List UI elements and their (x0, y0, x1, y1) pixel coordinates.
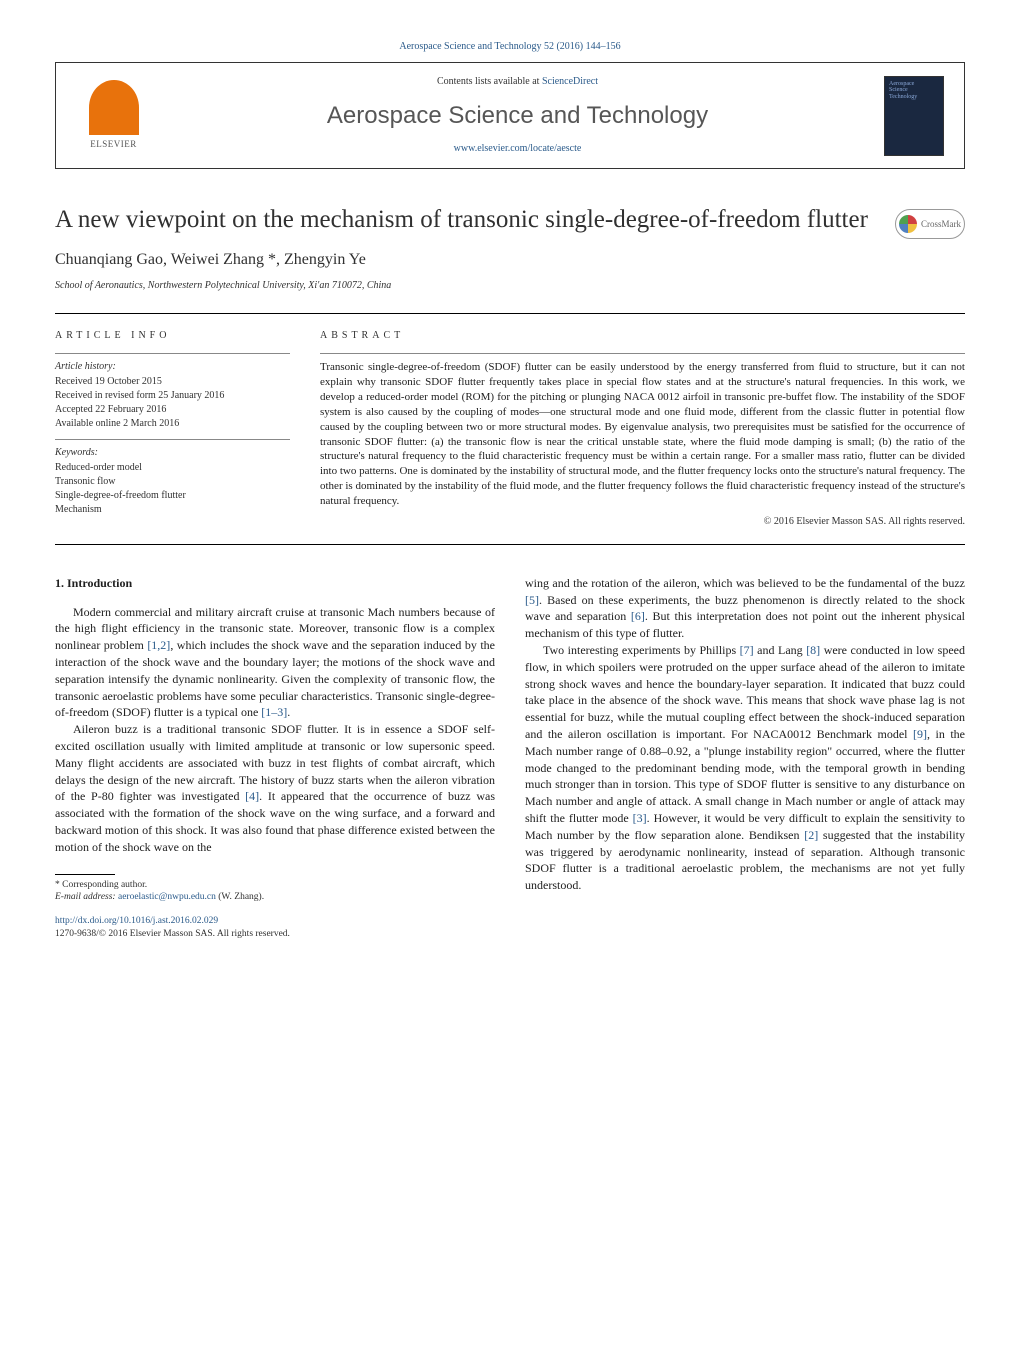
abstract-label: ABSTRACT (320, 329, 965, 343)
ref-2[interactable]: [2] (804, 828, 818, 842)
cover-line-3: Technology (889, 94, 939, 101)
issn-copyright: 1270-9638/© 2016 Elsevier Masson SAS. Al… (55, 929, 290, 939)
body-left-column: 1. Introduction Modern commercial and mi… (55, 575, 495, 940)
citation-link[interactable]: Aerospace Science and Technology 52 (201… (399, 41, 620, 52)
history-received: Received 19 October 2015 (55, 375, 290, 389)
elsevier-label: ELSEVIER (90, 138, 137, 151)
ref-3[interactable]: [3] (633, 811, 647, 825)
doi-block: http://dx.doi.org/10.1016/j.ast.2016.02.… (55, 915, 495, 940)
abstract-copyright: © 2016 Elsevier Masson SAS. All rights r… (320, 515, 965, 529)
ref-1-2[interactable]: [1,2] (147, 638, 170, 652)
ref-1-3[interactable]: [1–3] (261, 705, 287, 719)
journal-name: Aerospace Science and Technology (151, 99, 884, 133)
section-1-heading: 1. Introduction (55, 575, 495, 592)
doi-link[interactable]: http://dx.doi.org/10.1016/j.ast.2016.02.… (55, 916, 218, 926)
email-link[interactable]: aeroelastic@nwpu.edu.cn (118, 892, 216, 902)
keywords-head: Keywords: (55, 446, 290, 460)
footnote-block: * Corresponding author. E-mail address: … (55, 879, 495, 904)
ref-7[interactable]: [7] (740, 643, 754, 657)
journal-header-box: ELSEVIER Contents lists available at Sci… (55, 62, 965, 169)
affiliation: School of Aeronautics, Northwestern Poly… (55, 279, 965, 293)
body-right-column: wing and the rotation of the aileron, wh… (525, 575, 965, 940)
keyword-2: Transonic flow (55, 475, 290, 489)
contents-prefix: Contents lists available at (437, 76, 542, 87)
keyword-3: Single-degree-of-freedom flutter (55, 489, 290, 503)
crossmark-badge[interactable]: CrossMark (895, 209, 965, 239)
elsevier-logo[interactable]: ELSEVIER (76, 73, 151, 158)
divider-top (55, 313, 965, 314)
abstract-text: Transonic single-degree-of-freedom (SDOF… (320, 360, 965, 508)
journal-homepage: www.elsevier.com/locate/aescte (151, 142, 884, 156)
history-revised: Received in revised form 25 January 2016 (55, 389, 290, 403)
article-info-block: ARTICLE INFO Article history: Received 1… (55, 329, 290, 528)
cover-line-1: Aerospace (889, 81, 939, 88)
contents-available-line: Contents lists available at ScienceDirec… (151, 75, 884, 89)
ref-9[interactable]: [9] (913, 727, 927, 741)
journal-cover-thumb[interactable]: Aerospace Science Technology (884, 76, 944, 156)
para-r1: wing and the rotation of the aileron, wh… (525, 575, 965, 642)
crossmark-icon (899, 215, 917, 233)
article-info-label: ARTICLE INFO (55, 329, 290, 343)
footnote-separator (55, 874, 115, 875)
email-label: E-mail address: (55, 892, 118, 902)
history-accepted: Accepted 22 February 2016 (55, 403, 290, 417)
ref-4[interactable]: [4] (245, 789, 259, 803)
running-head: Aerospace Science and Technology 52 (201… (55, 40, 965, 54)
keyword-4: Mechanism (55, 503, 290, 517)
journal-homepage-link[interactable]: www.elsevier.com/locate/aescte (454, 143, 582, 154)
para-l1: Modern commercial and military aircraft … (55, 604, 495, 722)
history-online: Available online 2 March 2016 (55, 417, 290, 431)
para-l2: Aileron buzz is a traditional transonic … (55, 721, 495, 855)
ref-6[interactable]: [6] (631, 609, 645, 623)
elsevier-tree-icon (89, 80, 139, 135)
para-r2: Two interesting experiments by Phillips … (525, 642, 965, 894)
ref-8[interactable]: [8] (806, 643, 820, 657)
sciencedirect-link[interactable]: ScienceDirect (542, 76, 598, 87)
authors-line: Chuanqiang Gao, Weiwei Zhang *, Zhengyin… (55, 249, 965, 271)
abstract-block: ABSTRACT Transonic single-degree-of-free… (320, 329, 965, 528)
keyword-1: Reduced-order model (55, 461, 290, 475)
divider-bottom (55, 544, 965, 545)
ref-5[interactable]: [5] (525, 593, 539, 607)
cover-line-2: Science (889, 87, 939, 94)
article-title: A new viewpoint on the mechanism of tran… (55, 204, 875, 235)
crossmark-label: CrossMark (921, 218, 961, 231)
corresponding-author: * Corresponding author. (55, 879, 495, 891)
history-head: Article history: (55, 360, 290, 374)
email-suffix: (W. Zhang). (216, 892, 264, 902)
